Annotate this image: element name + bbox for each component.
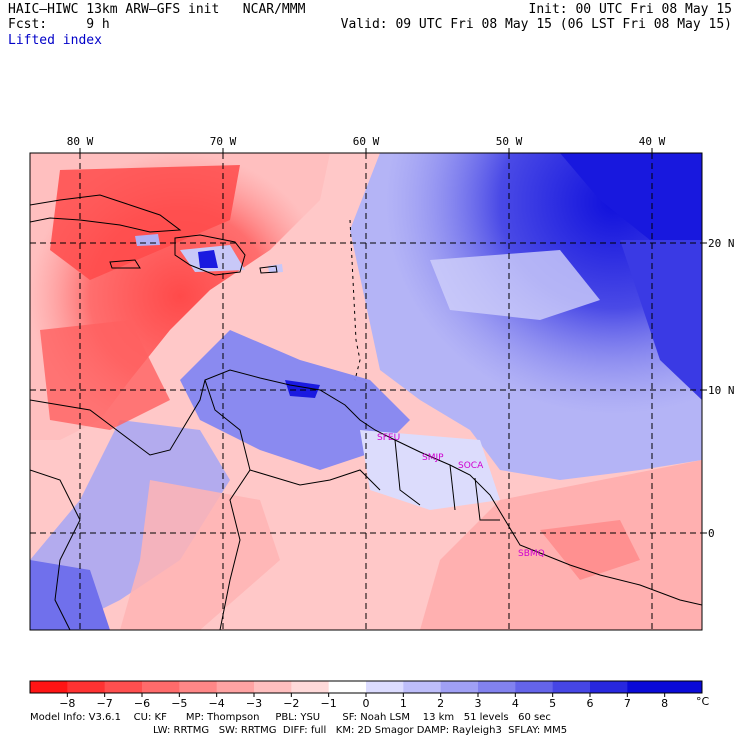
colorbar — [29, 680, 703, 697]
colorbar-cell — [291, 681, 330, 693]
lon-label: 60 W — [353, 135, 380, 148]
colorbar-tick-label: −5 — [171, 697, 187, 710]
lat-labels: 20 N 10 N 0 — [708, 237, 735, 540]
colorbar-cell — [515, 681, 554, 693]
colorbar-cell — [366, 681, 404, 693]
colorbar-cell — [179, 681, 218, 693]
colorbar-tick-label: 5 — [549, 697, 556, 710]
lat-label: 0 — [708, 527, 715, 540]
lon-labels: 80 W 70 W 60 W 50 W 40 W — [67, 135, 666, 148]
colorbar-tick-label: 1 — [400, 697, 407, 710]
axis-ticks — [79, 148, 707, 534]
colorbar-cell — [30, 681, 68, 693]
colorbar-tick-label: −8 — [59, 697, 75, 710]
forecast-hour: Fcst: 9 h — [8, 17, 110, 32]
colorbar-tick-label: −3 — [246, 697, 262, 710]
shaded-field — [30, 153, 702, 630]
field-name: Lifted index — [8, 33, 102, 48]
colorbar-tick-label: 4 — [512, 697, 519, 710]
colorbar-cell — [142, 681, 180, 693]
station-smjp: SMJP — [422, 453, 444, 463]
colorbar-tick-label: 6 — [587, 697, 594, 710]
colorbar-tick-label: −1 — [321, 697, 337, 710]
colorbar-cell — [403, 681, 442, 693]
lon-label: 50 W — [496, 135, 523, 148]
init-time: Init: 00 UTC Fri 08 May 15 — [528, 2, 733, 17]
colorbar-cell — [478, 681, 516, 693]
plot-title: HAIC–HIWC 13km ARW–GFS init NCAR/MMM — [8, 2, 306, 17]
colorbar-tick-label: −7 — [97, 697, 113, 710]
valid-time: Valid: 09 UTC Fri 08 May 15 (06 LST Fri … — [340, 17, 732, 32]
colorbar-tick-label: −4 — [209, 697, 225, 710]
colorbar-unit: °C — [696, 695, 710, 708]
colorbar-tick-label: 7 — [624, 697, 631, 710]
lat-label: 10 N — [708, 384, 735, 397]
colorbar-cell — [590, 681, 628, 693]
colorbar-tick-label: 8 — [661, 697, 668, 710]
station-sbmq: SBMQ — [518, 549, 545, 559]
colorbar-cell — [664, 681, 703, 693]
station-labels: SFEU SMJP SOCA SBMQ — [377, 433, 545, 559]
lat-label: 20 N — [708, 237, 735, 250]
colorbar-tick-label: −2 — [283, 697, 299, 710]
lon-label: 40 W — [639, 135, 666, 148]
colorbar-cell — [216, 681, 255, 693]
colorbar-tick-label: 2 — [437, 697, 444, 710]
colorbar-labels: −8 −7 −6 −5 −4 −3 −2 −1 0 1 2 3 4 5 6 7 8 — [59, 697, 668, 710]
colorbar-cell — [627, 681, 666, 693]
station-sfeu: SFEU — [377, 433, 400, 443]
colorbar-cell — [552, 681, 591, 693]
colorbar-cell — [67, 681, 106, 693]
colorbar-tick-label: −6 — [134, 697, 150, 710]
coastlines — [30, 194, 702, 630]
colorbar-cell — [104, 681, 143, 693]
model-info-line-2: LW: RRTMG SW: RRTMG DIFF: full KM: 2D Sm… — [153, 725, 568, 736]
colorbar-tick-label: 0 — [363, 697, 370, 710]
station-soca: SOCA — [458, 461, 484, 471]
lon-label: 70 W — [210, 135, 237, 148]
graticule — [30, 153, 702, 630]
colorbar-cell — [328, 681, 367, 693]
colorbar-cell — [440, 681, 479, 693]
colorbar-tick-label: 3 — [475, 697, 482, 710]
colorbar-cell — [254, 681, 292, 693]
lon-label: 80 W — [67, 135, 94, 148]
model-info-line-1: Model Info: V3.6.1 CU: KF MP: Thompson P… — [30, 712, 551, 723]
